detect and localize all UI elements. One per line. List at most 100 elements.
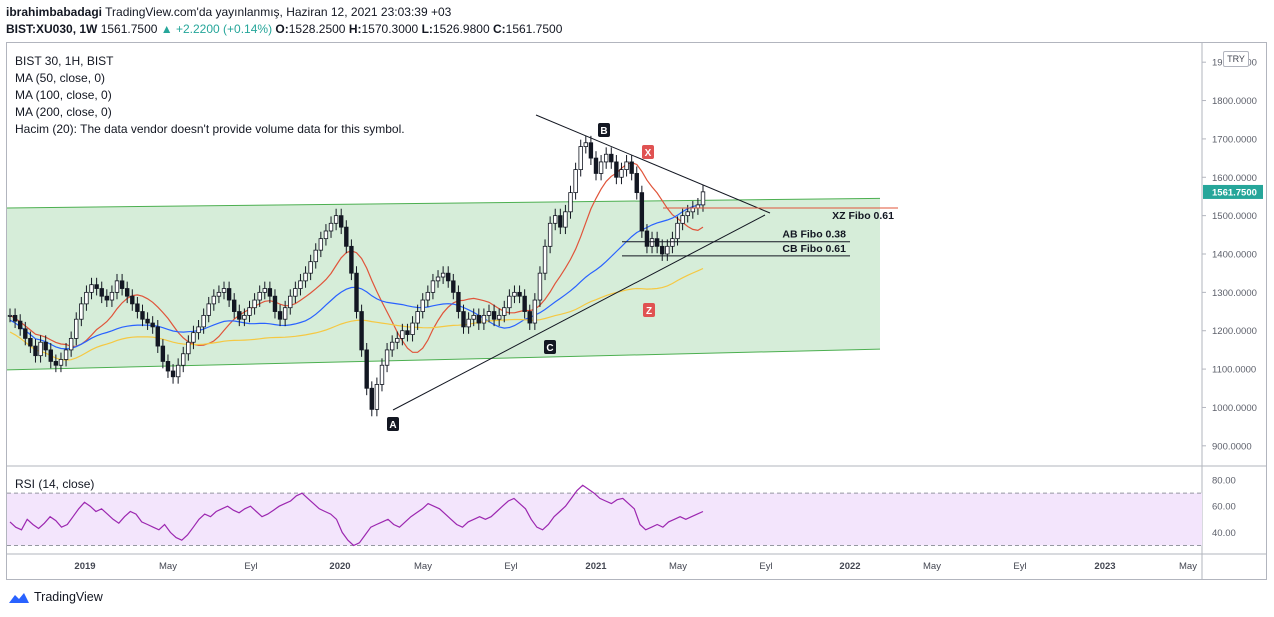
time-tick-label: Eyl [759,561,772,572]
upper-trend-line [535,114,771,214]
time-tick-label: May [1179,561,1197,572]
candle-body [155,326,160,347]
candle-body [43,341,48,351]
candle-body [558,215,563,228]
high-label: H: [348,22,362,36]
candle-body [288,295,293,309]
candle-body [660,245,665,255]
candle-body [354,272,359,312]
candle-body [135,303,140,312]
candle-body [415,311,420,324]
candle-body [359,311,364,351]
candle-body [384,349,390,366]
marker-b-badge [598,123,610,137]
marker-a-label: A [389,420,396,431]
price-change: ▲ +2.2200 (+0.14%) [160,22,273,36]
footer-brand[interactable]: TradingView [8,590,103,604]
candle-body [496,314,502,320]
candle-body [603,153,609,163]
marker-c-label: C [546,343,553,354]
ohlc-line: BIST:XU030, 1W 1561.7500 ▲ +2.2200 (+0.1… [6,21,562,38]
time-tick-label: 2020 [329,561,350,572]
candle-body [298,280,303,289]
candle-body [201,314,206,328]
candle-body [150,322,155,328]
chart-header: ibrahimbabadagi TradingView.com'da yayın… [6,4,562,38]
publish-line: ibrahimbabadagi TradingView.com'da yayın… [6,4,562,21]
price-tick-label: 1400.0000 [1212,250,1257,261]
candle-body [502,307,507,316]
price-tick-label: 1500.0000 [1212,211,1257,222]
candle-body [364,349,369,389]
currency-badge[interactable]: TRY [1223,51,1249,67]
candle-body [542,245,548,274]
marker-z-badge [643,303,655,317]
candle-body [685,211,690,217]
candle-body [619,169,624,178]
time-tick-label: Eyl [504,561,517,572]
candle-body [568,192,573,213]
brand-name: TradingView [34,590,103,604]
price-tick-label: 1600.0000 [1212,173,1257,184]
candle-body [48,349,53,362]
marker-b-label: B [600,126,607,137]
candle-body [512,291,517,297]
time-tick-label: Eyl [244,561,257,572]
price-tick-label: 1800.0000 [1212,96,1257,107]
legend-ma200[interactable]: MA (200, close, 0) [15,105,112,119]
legend-title[interactable]: BIST 30, 1H, BIST [15,54,114,68]
high-value: 1570.3000 [361,22,419,36]
candle-body [486,311,492,316]
rsi-legend[interactable]: RSI (14, close) [15,477,95,491]
candle-body [400,330,405,339]
candle-body [349,245,354,274]
candle-body [237,311,242,320]
candle-body [583,142,589,147]
candle-body [104,295,110,301]
candle-body [639,192,645,232]
candle-body [344,226,349,247]
candle-body [420,299,425,312]
legend-volume[interactable]: Hacim (20): The data vendor doesn't prov… [15,122,405,136]
candle-body [58,359,64,366]
candle-body [461,311,466,328]
price-tick-label: 1000.0000 [1212,403,1257,414]
candle-body [247,307,252,316]
author-name[interactable]: ibrahimbabadagi [6,5,103,19]
rsi-band [7,493,1202,546]
candle-body [598,161,604,174]
low-value: 1526.9800 [432,22,490,36]
candle-body [379,364,385,385]
marker-c-badge [544,340,556,354]
rsi-tick-label: 40.00 [1212,528,1236,539]
candle-body [130,295,135,305]
candle-body [272,295,278,312]
fibo-label: CB Fibo 0.61 [782,243,846,255]
candle-body [614,161,619,178]
candle-body [634,173,639,194]
candle-body [186,341,191,355]
candle-body [94,284,99,289]
marker-x-badge [642,145,654,159]
candle-body [165,361,171,372]
candle-body [216,291,222,297]
legend-ma100[interactable]: MA (100, close, 0) [15,88,112,102]
candle-body [252,299,257,309]
legend-ma50[interactable]: MA (50, close, 0) [15,71,106,85]
candle-body [649,238,655,247]
candle-body [114,280,120,293]
open-value: 1528.2500 [288,22,346,36]
candle-body [430,280,436,293]
candle-body [563,211,568,228]
channel-lower-line [6,348,881,371]
candle-body [451,280,456,293]
candle-body [339,215,344,228]
candle-body [573,169,578,194]
candle-body [609,153,614,163]
candle-body [262,288,267,293]
candle-body [435,276,441,282]
candle-body [124,288,130,297]
price-tick-label: 1100.0000 [1212,365,1256,376]
candle-body [389,341,395,351]
